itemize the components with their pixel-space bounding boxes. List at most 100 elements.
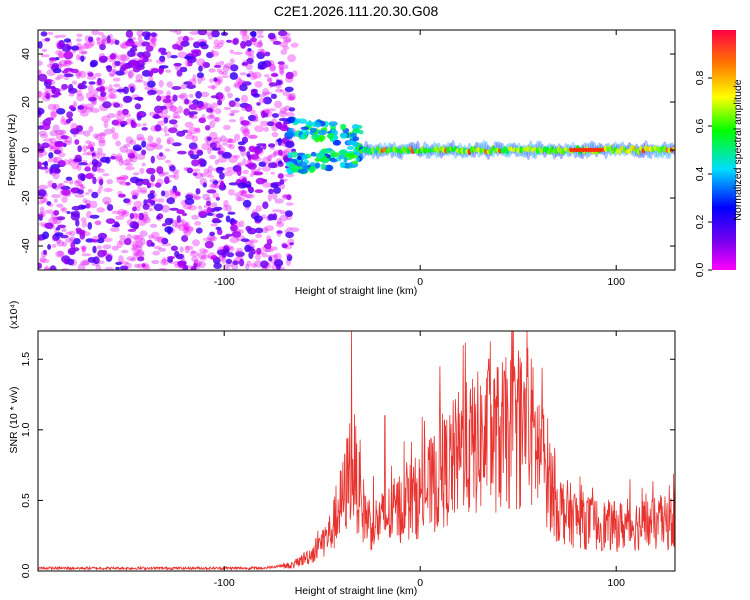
spectrogram-cell: [278, 63, 289, 70]
spectrogram-cell: [182, 129, 189, 133]
spectrogram-cell: [45, 92, 51, 100]
spectrogram-cell: [330, 159, 338, 163]
spectrogram-cell: [63, 51, 74, 60]
spectrogram-cell: [256, 51, 266, 60]
spectrogram-cell: [98, 139, 106, 147]
spectrogram-cell: [39, 258, 50, 263]
spectrogram-cell: [120, 210, 130, 217]
spectrogram-cell: [169, 190, 175, 195]
spectrogram-cell: [273, 186, 281, 194]
spectrogram-cell: [188, 93, 194, 98]
spectrogram-cell: [232, 38, 239, 45]
spectrogram-cell: [245, 40, 252, 47]
spectrogram-cell: [69, 188, 78, 192]
spectrogram-cell: [118, 158, 124, 166]
spectrogram-cell: [239, 30, 248, 36]
spectrogram-cell: [238, 78, 243, 86]
spectrogram-cell: [49, 137, 57, 144]
spectrogram-cell: [221, 251, 227, 258]
spectrogram-cell: [277, 30, 288, 37]
spectrogram-cell: [211, 30, 220, 38]
spectrogram-cell: [57, 143, 65, 147]
spectrogram-cell: [270, 183, 279, 189]
spectrogram-cell: [268, 256, 273, 262]
spectrogram-cell: [182, 35, 189, 43]
spectrogram-cell: [113, 83, 121, 88]
spectrogram-cell: [253, 41, 263, 48]
spectrogram-cell: [190, 251, 199, 258]
spectrogram-cell: [253, 260, 263, 268]
spectrogram-cell: [39, 133, 49, 139]
spectrogram-cell: [120, 54, 130, 62]
spectrogram-cell: [206, 189, 217, 194]
spectrogram-cell: [174, 219, 185, 227]
spectrogram-cell: [41, 48, 48, 53]
spectrogram-cell: [173, 123, 179, 128]
spectrogram-cell: [38, 161, 42, 169]
spectrogram-cell: [94, 72, 102, 78]
spectrogram-cell: [210, 223, 218, 227]
spectrogram-cell: [246, 158, 253, 167]
spectrogram-cell: [58, 34, 66, 38]
spectrogram-cell: [74, 139, 80, 145]
spectrogram-cell: [65, 231, 72, 235]
spectrogram-cell: [321, 149, 331, 154]
spectrogram-cell: [168, 102, 174, 109]
spectrogram-cell: [61, 83, 69, 90]
spectrogram-cell: [51, 182, 57, 189]
spectrogram-cell: [257, 61, 268, 70]
spectrogram-cell: [53, 156, 63, 164]
spectrogram-cell: [51, 194, 62, 199]
spectrogram-cell: [202, 237, 212, 241]
spectrogram-cell: [215, 92, 224, 100]
spectrogram-cell: [282, 45, 290, 51]
spectrogram-cell: [107, 93, 116, 99]
spectrogram-cell: [332, 139, 342, 146]
spectrogram-cell: [213, 45, 222, 50]
spectrogram-cell: [234, 97, 240, 102]
spectrogram-cell: [207, 147, 212, 155]
spectrogram-cell: [283, 244, 293, 250]
spectrogram-cell: [221, 151, 232, 159]
spectrogram-cell: [97, 77, 102, 86]
spectrogram-cell: [216, 166, 225, 171]
spectrogram-cell: [57, 183, 63, 190]
spectrogram-cell: [161, 190, 166, 197]
spectrogram-cell: [101, 38, 111, 45]
spectrogram-cell: [246, 151, 251, 158]
spectrogram-cell: [122, 86, 129, 95]
spectrogram-cell: [60, 135, 69, 140]
spectrogram-cell: [278, 80, 283, 85]
spectrogram-cell: [43, 249, 47, 255]
spectrogram-cell: [197, 158, 205, 165]
spectrogram-cell: [106, 204, 114, 211]
spectrogram-cell: [97, 238, 105, 244]
spectrogram-cell: [212, 147, 221, 151]
spectrogram-cell: [123, 143, 131, 148]
spectrogram-cell: [169, 207, 180, 211]
spectrogram-cell: [133, 248, 140, 257]
spectrogram-cell: [173, 63, 181, 68]
spectrogram-cell: [97, 188, 102, 194]
spectrogram-cell: [82, 43, 90, 50]
snr-frame: [37, 330, 676, 572]
spectrogram-cell: [109, 73, 115, 78]
spectrogram-cell: [156, 198, 165, 203]
spectrogram-cell: [130, 247, 137, 252]
spectrogram-cell: [267, 193, 272, 202]
spectrogram-cell: [241, 34, 250, 42]
spectrogram-cell: [59, 188, 68, 197]
spectrogram-cell: [125, 148, 136, 155]
spectrogram-cell: [71, 162, 80, 170]
spectrogram-cell: [213, 117, 219, 122]
spectrogram-cell: [264, 59, 275, 66]
spectrogram-cell: [102, 91, 108, 96]
spectrogram-cell: [56, 237, 61, 245]
spectrogram-cell: [247, 227, 257, 235]
spectrogram-cell: [155, 59, 166, 64]
spectrogram-cell: [40, 31, 48, 37]
spectrogram-cell: [260, 48, 266, 56]
spectrogram-cell: [169, 105, 178, 112]
spectrogram-cell: [232, 260, 240, 266]
spectrogram-cell: [63, 73, 74, 78]
